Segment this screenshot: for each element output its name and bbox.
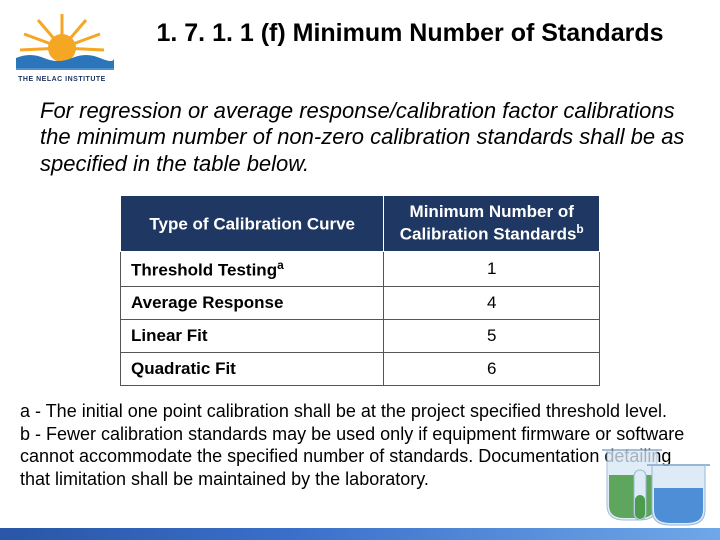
cell-minnum: 6 <box>384 353 600 386</box>
cell-minnum: 5 <box>384 320 600 353</box>
table-header-row: Type of Calibration Curve Minimum Number… <box>121 196 600 252</box>
cell-minnum: 1 <box>384 251 600 287</box>
calibration-table: Type of Calibration Curve Minimum Number… <box>120 195 600 386</box>
nelac-logo: THE NELAC INSTITUTE <box>10 10 115 85</box>
col-header-minnum: Minimum Number of Calibration Standardsb <box>384 196 600 252</box>
cell-type: Average Response <box>121 287 384 320</box>
table-row: Linear Fit5 <box>121 320 600 353</box>
footer-bar <box>0 528 720 540</box>
cell-minnum: 4 <box>384 287 600 320</box>
cell-type: Quadratic Fit <box>121 353 384 386</box>
beakers-graphic <box>592 410 712 530</box>
cell-type: Linear Fit <box>121 320 384 353</box>
table-row: Average Response4 <box>121 287 600 320</box>
table-row: Quadratic Fit6 <box>121 353 600 386</box>
col-header-type: Type of Calibration Curve <box>121 196 384 252</box>
logo-text: THE NELAC INSTITUTE <box>18 76 106 83</box>
table-row: Threshold Testinga1 <box>121 251 600 287</box>
slide: THE NELAC INSTITUTE 1. 7. 1. 1 (f) Minim… <box>0 0 720 540</box>
body-paragraph: For regression or average response/calib… <box>40 98 690 177</box>
slide-title: 1. 7. 1. 1 (f) Minimum Number of Standar… <box>130 18 690 49</box>
cell-type: Threshold Testinga <box>121 251 384 287</box>
